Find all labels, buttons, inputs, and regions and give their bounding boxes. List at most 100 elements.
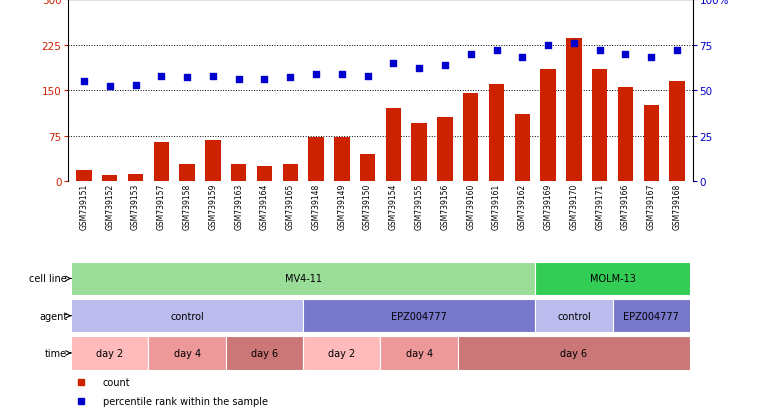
- Bar: [566, 39, 581, 182]
- Text: GSM739169: GSM739169: [543, 183, 552, 230]
- Bar: [540, 70, 556, 182]
- Bar: [205, 140, 221, 182]
- Point: [439, 62, 451, 69]
- Bar: [613, 299, 690, 333]
- Bar: [463, 94, 479, 182]
- Bar: [412, 124, 427, 182]
- Bar: [303, 336, 380, 370]
- Bar: [535, 262, 690, 296]
- Bar: [489, 85, 505, 182]
- Point: [155, 73, 167, 80]
- Point: [542, 42, 554, 49]
- Text: time: time: [45, 348, 67, 358]
- Bar: [148, 336, 226, 370]
- Text: GSM739167: GSM739167: [647, 183, 656, 230]
- Bar: [76, 171, 91, 182]
- Text: GSM739151: GSM739151: [79, 183, 88, 230]
- Text: day 2: day 2: [96, 348, 123, 358]
- Text: GSM739152: GSM739152: [105, 183, 114, 230]
- Point: [336, 71, 348, 78]
- Text: day 4: day 4: [174, 348, 201, 358]
- Bar: [360, 154, 375, 182]
- Text: day 2: day 2: [328, 348, 355, 358]
- Text: GSM739162: GSM739162: [517, 183, 527, 230]
- Bar: [458, 336, 690, 370]
- Text: GSM739171: GSM739171: [595, 183, 604, 230]
- Bar: [303, 299, 535, 333]
- Text: GSM739148: GSM739148: [311, 183, 320, 230]
- Text: GSM739149: GSM739149: [337, 183, 346, 230]
- Point: [413, 66, 425, 72]
- Bar: [128, 174, 143, 182]
- Bar: [71, 299, 303, 333]
- Point: [387, 60, 400, 67]
- Text: cell line: cell line: [30, 274, 67, 284]
- Bar: [535, 299, 613, 333]
- Text: GSM739157: GSM739157: [157, 183, 166, 230]
- Bar: [154, 142, 169, 182]
- Text: MV4-11: MV4-11: [285, 274, 322, 284]
- Text: day 6: day 6: [560, 348, 587, 358]
- Text: GSM739161: GSM739161: [492, 183, 501, 230]
- Point: [310, 71, 322, 78]
- Point: [361, 73, 374, 80]
- Point: [181, 75, 193, 81]
- Text: GSM739159: GSM739159: [209, 183, 218, 230]
- Text: percentile rank within the sample: percentile rank within the sample: [103, 396, 268, 406]
- Point: [645, 55, 658, 62]
- Bar: [438, 118, 453, 182]
- Text: GSM739168: GSM739168: [673, 183, 682, 230]
- Bar: [308, 138, 323, 182]
- Bar: [618, 88, 633, 182]
- Bar: [102, 176, 117, 182]
- Bar: [592, 70, 607, 182]
- Bar: [71, 336, 148, 370]
- Text: GSM739170: GSM739170: [569, 183, 578, 230]
- Point: [103, 84, 116, 90]
- Point: [284, 75, 296, 81]
- Point: [490, 47, 502, 54]
- Point: [671, 47, 683, 54]
- Point: [259, 77, 271, 83]
- Point: [568, 40, 580, 47]
- Text: GSM739158: GSM739158: [183, 183, 192, 230]
- Text: EPZ004777: EPZ004777: [623, 311, 679, 321]
- Text: GSM739150: GSM739150: [363, 183, 372, 230]
- Text: GSM739165: GSM739165: [285, 183, 295, 230]
- Bar: [334, 138, 349, 182]
- Bar: [282, 165, 298, 182]
- Point: [465, 51, 477, 58]
- Text: GSM739153: GSM739153: [131, 183, 140, 230]
- Bar: [71, 262, 535, 296]
- Text: control: control: [170, 311, 204, 321]
- Bar: [670, 82, 685, 182]
- Text: GSM739164: GSM739164: [260, 183, 269, 230]
- Text: MOLM-13: MOLM-13: [590, 274, 635, 284]
- Point: [619, 51, 632, 58]
- Text: day 4: day 4: [406, 348, 433, 358]
- Bar: [256, 166, 272, 182]
- Point: [516, 55, 528, 62]
- Point: [129, 82, 142, 89]
- Point: [207, 73, 219, 80]
- Text: GSM739166: GSM739166: [621, 183, 630, 230]
- Bar: [514, 115, 530, 182]
- Text: GSM739154: GSM739154: [389, 183, 398, 230]
- Point: [78, 78, 90, 85]
- Bar: [180, 165, 195, 182]
- Text: GSM739160: GSM739160: [466, 183, 476, 230]
- Bar: [380, 336, 458, 370]
- Text: agent: agent: [39, 311, 67, 321]
- Bar: [386, 109, 401, 182]
- Text: day 6: day 6: [251, 348, 278, 358]
- Bar: [644, 106, 659, 182]
- Text: GSM739156: GSM739156: [441, 183, 450, 230]
- Text: GSM739163: GSM739163: [234, 183, 244, 230]
- Point: [594, 47, 606, 54]
- Text: control: control: [557, 311, 591, 321]
- Text: EPZ004777: EPZ004777: [391, 311, 447, 321]
- Bar: [226, 336, 303, 370]
- Text: GSM739155: GSM739155: [415, 183, 424, 230]
- Text: count: count: [103, 377, 130, 387]
- Point: [233, 77, 245, 83]
